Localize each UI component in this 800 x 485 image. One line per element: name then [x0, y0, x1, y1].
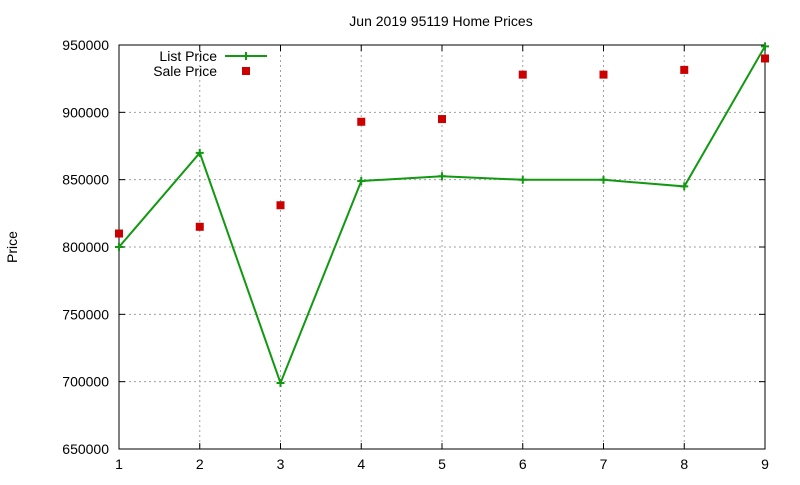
- sale-price-point: [276, 201, 285, 210]
- y-tick-label: 800000: [62, 239, 109, 255]
- sale-price-point: [680, 65, 689, 74]
- legend-label-sale-price: Sale Price: [153, 63, 217, 79]
- legend-marker-list-price: [242, 52, 250, 60]
- sale-price-point: [518, 70, 527, 79]
- list-price-point: [518, 175, 527, 184]
- legend-label-list-price: List Price: [159, 48, 217, 64]
- grid: [119, 45, 765, 449]
- y-tick-label: 850000: [62, 172, 109, 188]
- list-price-point: [599, 175, 608, 184]
- y-tick-label: 750000: [62, 306, 109, 322]
- list-price-point: [115, 243, 123, 251]
- sale-price-point: [115, 229, 123, 238]
- list-price-point: [195, 148, 204, 157]
- y-tick-label: 950000: [62, 37, 109, 53]
- sale-price-point: [761, 54, 769, 63]
- chart-title: Jun 2019 95119 Home Prices: [349, 13, 532, 29]
- list-price-point: [438, 172, 446, 181]
- legend-marker-sale-price: [242, 67, 250, 75]
- x-tick-label: 9: [761, 456, 769, 472]
- x-tick-label: 3: [277, 456, 285, 472]
- x-tick-label: 8: [680, 456, 688, 472]
- x-tick-label: 5: [438, 456, 446, 472]
- legend: List Price Sale Price: [153, 48, 267, 79]
- sale-price-point: [195, 222, 204, 231]
- list-price-point: [680, 182, 689, 191]
- x-tick-label: 2: [196, 456, 204, 472]
- x-tick-label: 1: [115, 456, 123, 472]
- series-layer: [115, 42, 769, 388]
- y-tick-label: 650000: [62, 441, 109, 457]
- y-tick-label: 900000: [62, 104, 109, 120]
- x-tick-label: 4: [357, 456, 365, 472]
- sale-price-point: [357, 117, 366, 126]
- y-tick-label: 700000: [62, 374, 109, 390]
- list-price-point: [357, 177, 366, 186]
- axes: 1 2 3 4 5 6 7 8 9 650000 700000 750000 800000 850000 9…: [62, 37, 769, 472]
- list-price-point: [761, 42, 769, 51]
- list-price-point: [276, 379, 285, 388]
- x-tick-label: 6: [519, 456, 527, 472]
- sale-price-point: [599, 70, 608, 79]
- y-axis-label: Price: [4, 231, 20, 263]
- x-tick-label: 7: [600, 456, 608, 472]
- sale-price-point: [438, 115, 446, 124]
